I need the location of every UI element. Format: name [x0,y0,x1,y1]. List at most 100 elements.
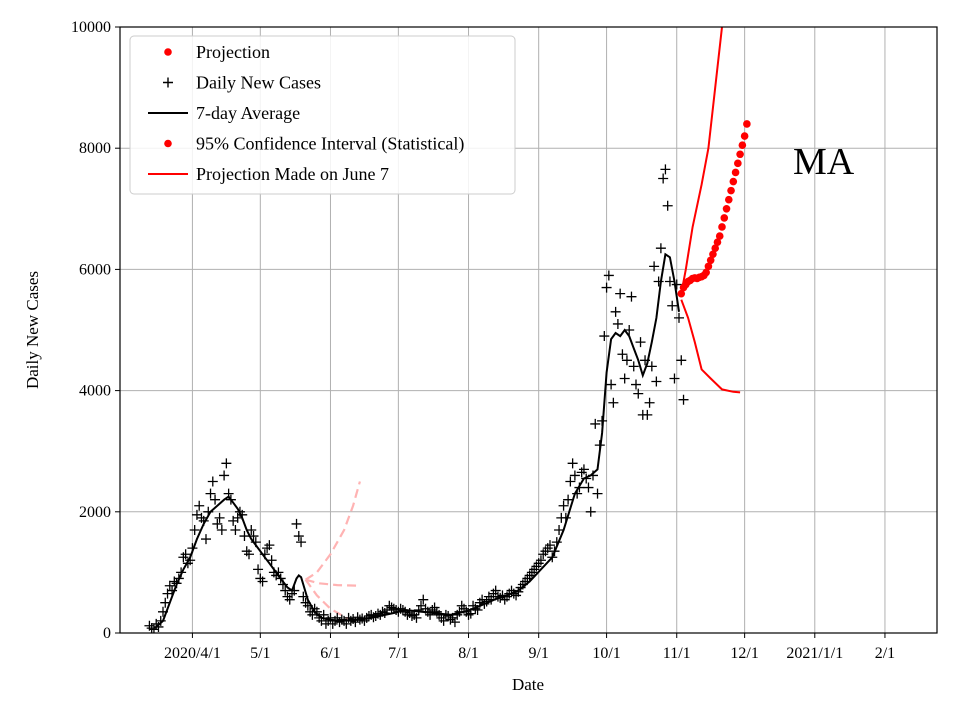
daily-cases-marker [350,617,361,628]
daily-cases-marker [642,409,653,420]
projection-dot [706,256,715,265]
daily-cases-marker [578,464,589,475]
legend-label: 95% Confidence Interval (Statistical) [196,134,464,155]
daily-cases-marker [671,279,682,290]
x-tick-label: 2020/4/1 [164,645,221,662]
daily-cases-marker [146,623,157,633]
june7-projection-line [305,578,360,587]
daily-cases-marker [667,300,678,311]
daily-cases-marker [610,306,621,317]
daily-cases-marker [438,615,449,626]
y-tick-label: 10000 [71,19,111,36]
daily-cases-marker [621,355,632,366]
daily-cases-marker [219,470,230,481]
daily-cases-marker [189,524,200,535]
daily-cases-marker [601,282,612,293]
legend-label: Daily New Cases [196,73,321,93]
x-tick-label: 12/1 [730,645,758,662]
daily-cases-marker [160,597,171,608]
seven-day-average-line [155,252,680,628]
daily-cases-marker [669,373,680,384]
daily-cases-marker [284,594,295,605]
projection-dot [738,141,747,149]
daily-cases-marker [201,534,211,545]
legend-label: Projection Made on June 7 [196,164,389,184]
daily-cases-marker [651,376,662,387]
ticks-layer: 2020/4/1 5/1 6/1 7/1 8/1 9/1 10/1 11/1 12/1 2021/… [71,19,895,662]
y-tick-label: 8000 [79,140,111,157]
daily-cases-marker [569,470,580,481]
projection-dot [715,232,724,240]
y-axis-label: Daily New Cases [23,271,42,389]
projection-dot [711,244,720,252]
daily-cases-marker [425,609,436,620]
plot-clipped-group [144,27,751,633]
daily-cases-marker [418,594,429,605]
daily-cases-marker [626,291,637,302]
plot-frame [119,26,938,634]
daily-cases-marker [291,518,302,529]
legend-label: 7-day Average [196,103,300,123]
projection-dot [724,195,733,204]
daily-cases-marker [293,531,304,542]
daily-cases-marker [239,531,250,542]
legend-items: Projection Daily New Cases 7-day Average 95… [148,42,464,184]
legend-dot-swatch [164,139,172,148]
daily-cases-marker [644,397,655,408]
june7-projection-line [305,481,361,581]
daily-cases-marker [386,602,397,613]
daily-cases-marker [180,549,191,560]
daily-cases-marker [257,576,268,587]
projection-dot [720,214,729,222]
daily-cases-marker [214,512,225,523]
projection-dot [727,186,735,195]
confidence-interval-line [680,27,724,294]
daily-cases-marker [612,318,623,329]
daily-cases-marker [660,164,671,175]
daily-cases-marker [221,458,232,469]
x-tick-label: 10/1 [592,645,620,662]
daily-cases-marker [631,379,641,390]
daily-cases-marker [628,361,639,372]
x-axis-label: Date [512,675,544,694]
daily-cases-marker [210,494,221,505]
daily-cases-marker [655,243,666,254]
confidence-interval-line [680,299,741,394]
daily-cases-marker [619,373,630,384]
daily-cases-marker [653,276,664,287]
daily-cases-marker [608,397,619,408]
y-tick-label: 0 [103,625,111,642]
daily-cases-marker [253,564,264,575]
projection-dot [713,238,722,246]
projection-dot [743,120,751,128]
daily-cases-marker [429,602,440,613]
daily-cases-marker [617,349,628,360]
legend-plus-swatch [163,77,173,88]
projection-dot [704,262,713,271]
state-annotation: MA [793,141,855,183]
daily-cases-marker [280,585,291,596]
legend: Projection Daily New Cases 7-day Average 95… [129,35,516,195]
projection-dot [740,132,749,140]
daily-cases-marker [449,617,460,628]
y-tick-label: 6000 [79,261,111,278]
daily-cases-marker [633,388,644,399]
legend-label: Projection [196,42,270,62]
daily-cases-marker [207,476,218,487]
daily-cases-marker [264,540,275,551]
x-tick-label: 6/1 [320,645,340,662]
daily-cases-marker [606,379,617,390]
y-tick-label: 4000 [79,383,111,400]
daily-cases-marker [382,604,393,615]
daily-cases-marker [194,500,205,511]
legend-box [129,35,516,195]
x-tick-label: 8/1 [458,645,478,662]
daily-cases-marker [678,394,689,405]
projection-dot [734,159,742,168]
x-tick-label: 9/1 [528,645,548,662]
daily-cases-marker [230,524,241,535]
x-tick-label: 2/1 [875,645,895,662]
daily-cases-marker [664,276,675,287]
plot-layer [144,27,751,633]
